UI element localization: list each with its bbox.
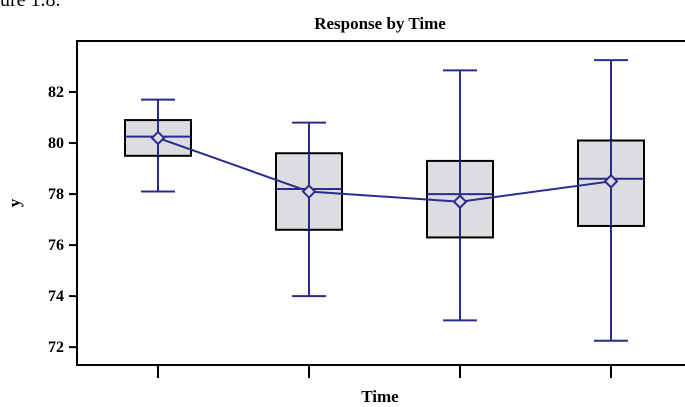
box-item: [577, 59, 645, 342]
y-tick-label: 72: [48, 339, 64, 356]
mean-marker: [301, 184, 317, 199]
partial-figure-caption: ure 1.8.: [0, 0, 61, 11]
chart-title: Response by Time: [314, 14, 446, 33]
y-axis: 72 74 76 78 80 82: [48, 84, 77, 356]
box-item: [275, 121, 343, 298]
mean-marker: [150, 130, 166, 146]
y-tick-label: 80: [48, 135, 64, 152]
y-tick-label: 78: [48, 186, 64, 203]
mean-marker: [452, 194, 468, 210]
plot-frame: [76, 40, 685, 366]
mean-connect-line: [157, 137, 612, 203]
y-tick-label: 74: [48, 288, 64, 305]
mean-markers: [150, 130, 619, 210]
y-tick-label: 76: [48, 237, 64, 254]
mean-marker: [603, 173, 619, 189]
boxes-layer: [124, 59, 645, 342]
x-axis: [157, 365, 612, 378]
x-axis-label: Time: [361, 387, 399, 406]
y-tick-label: 82: [48, 84, 64, 101]
box-item: [426, 69, 494, 322]
y-axis-label: y: [5, 198, 24, 207]
